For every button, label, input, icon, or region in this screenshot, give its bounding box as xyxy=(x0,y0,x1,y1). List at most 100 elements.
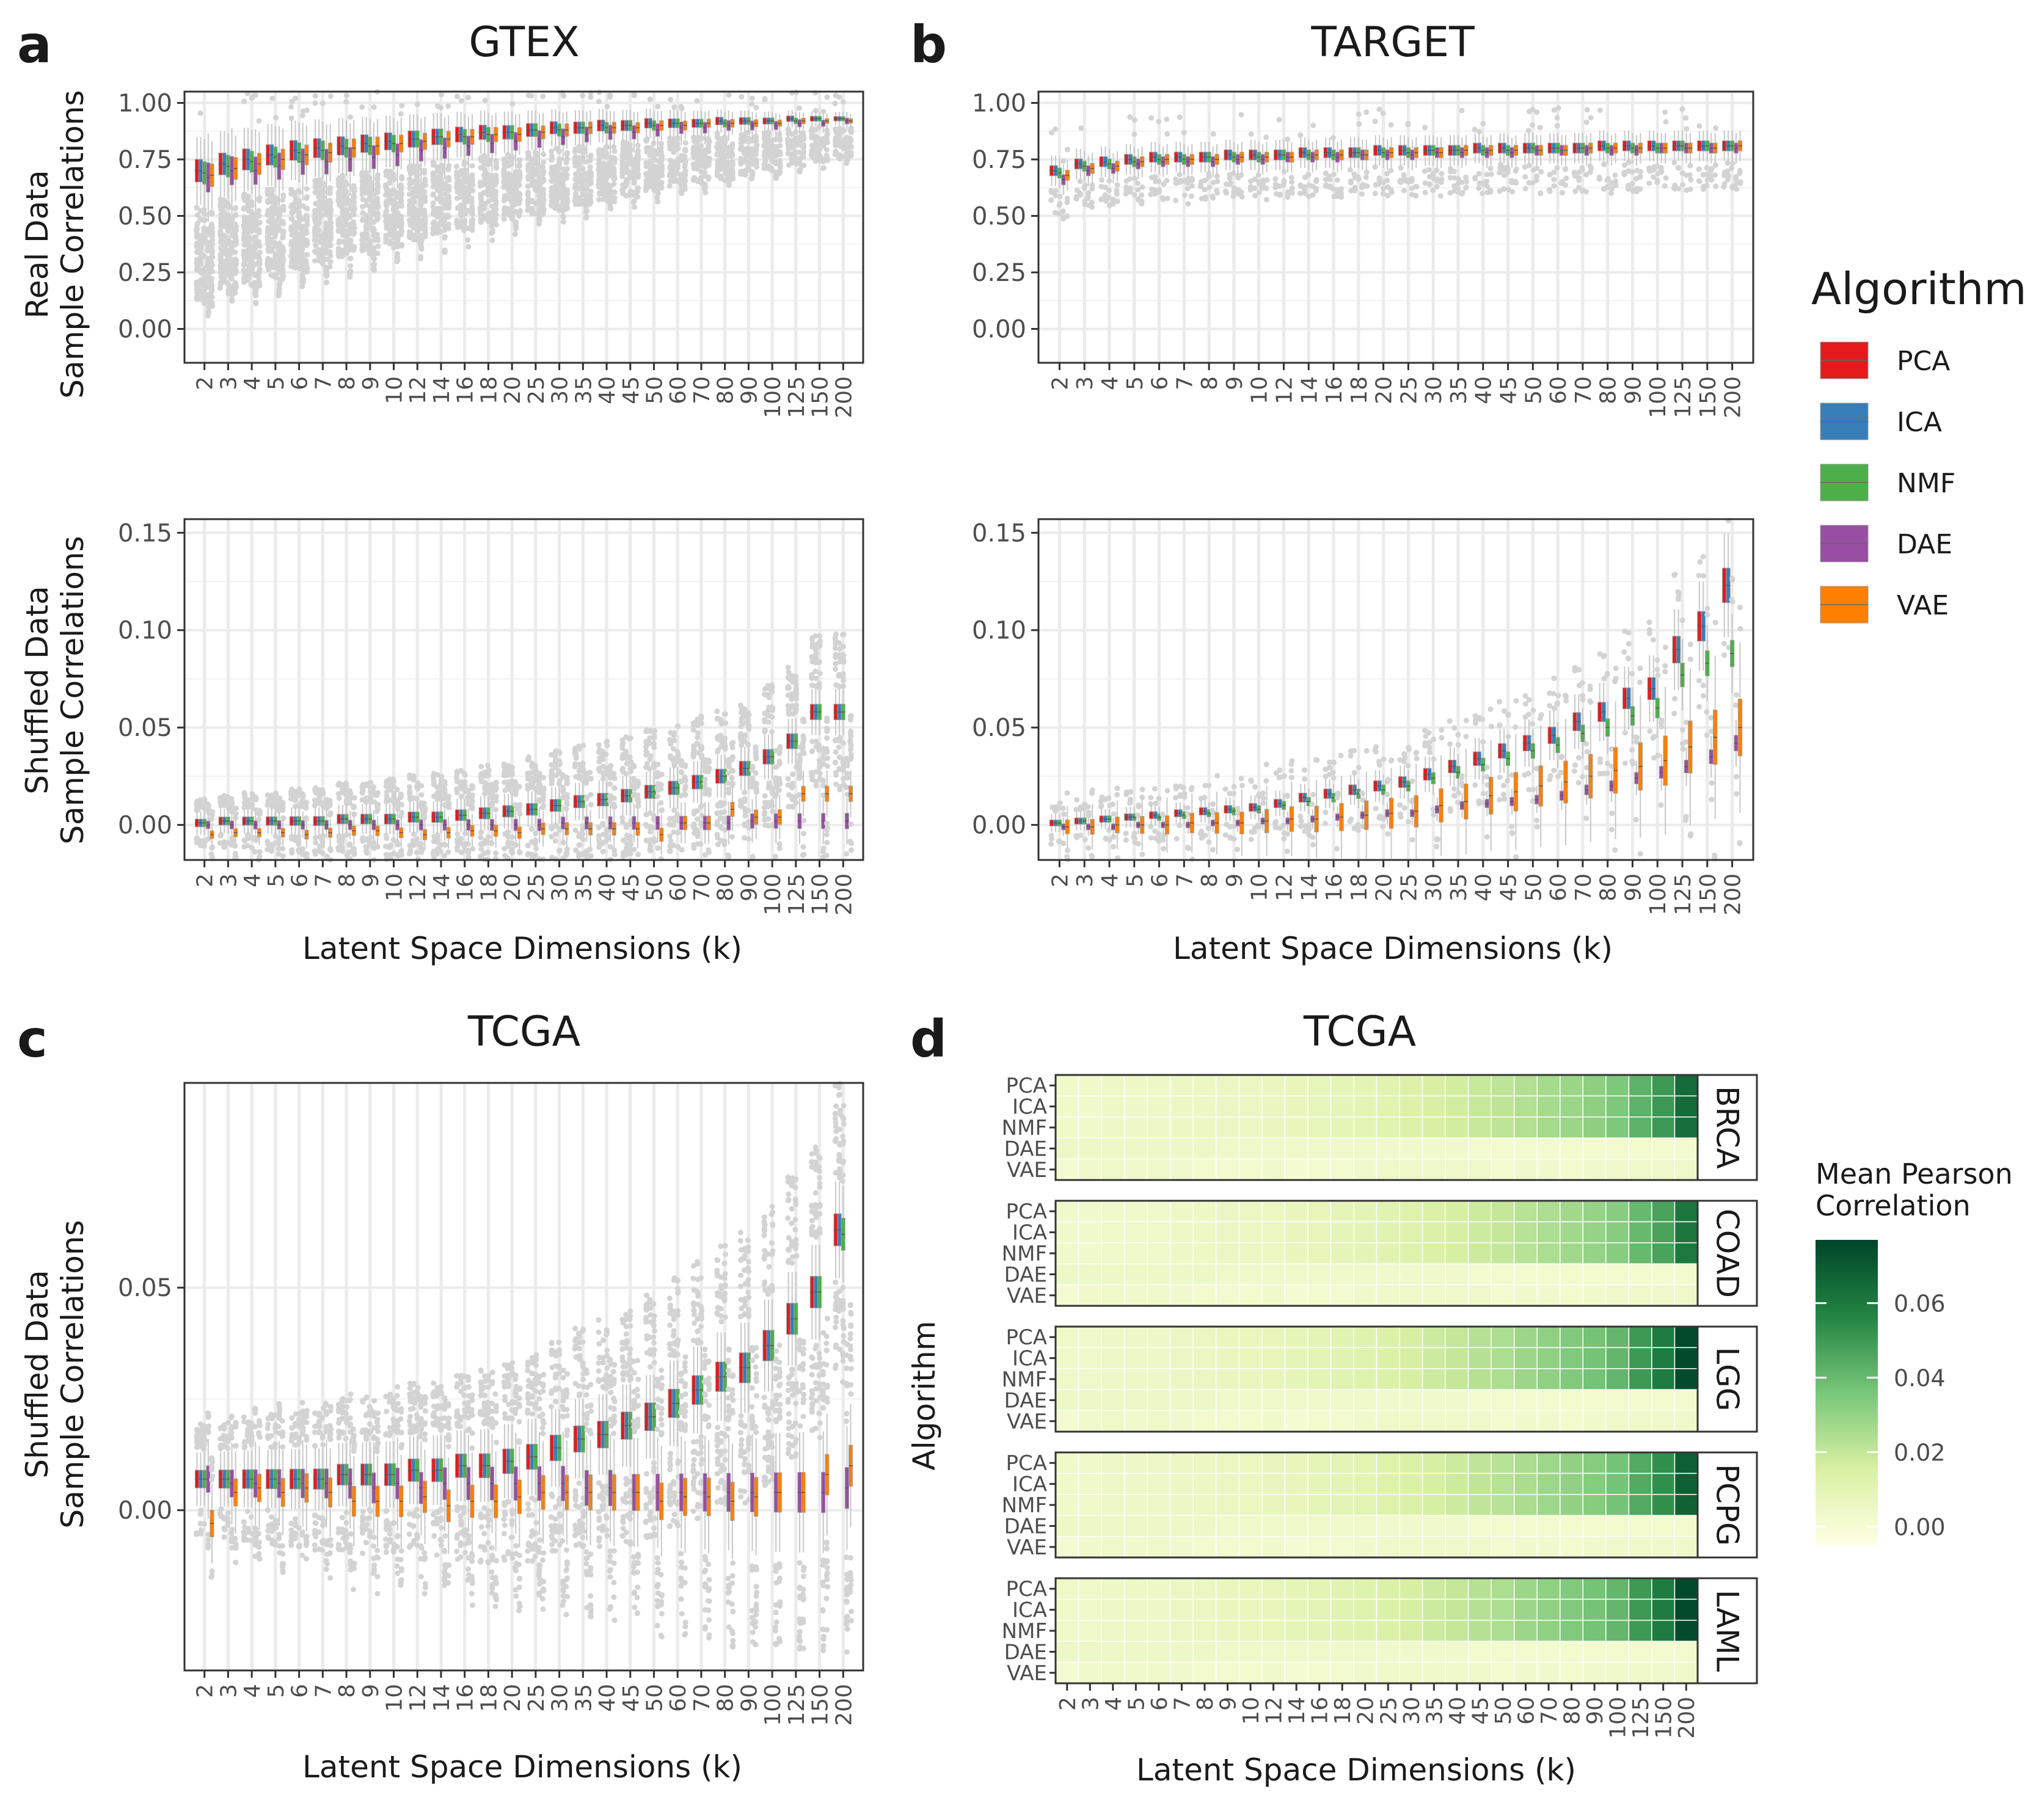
outlier-point xyxy=(564,166,570,172)
outlier-point xyxy=(398,183,404,189)
outlier-point xyxy=(304,230,310,236)
outlier-point xyxy=(446,177,452,183)
outlier-point xyxy=(1289,190,1295,196)
outlier-point xyxy=(1210,195,1216,201)
outlier-point xyxy=(442,234,448,240)
outlier-point xyxy=(583,214,589,220)
outlier-point xyxy=(241,206,247,212)
outlier-point xyxy=(1106,188,1112,194)
outlier-point xyxy=(753,134,759,140)
outlier-point xyxy=(414,173,420,180)
outlier-point xyxy=(1583,189,1590,195)
outlier-point xyxy=(233,224,239,230)
outlier-point xyxy=(1612,172,1618,178)
outlier-point xyxy=(1522,186,1528,192)
ylabel-line1: Real Data xyxy=(20,170,55,318)
outlier-point xyxy=(279,252,285,258)
x-tick-label: 150 xyxy=(808,376,833,418)
outlier-point xyxy=(351,183,357,189)
outlier-point xyxy=(1487,189,1494,195)
outlier-point xyxy=(1487,166,1494,172)
outlier-point xyxy=(1338,191,1344,197)
outlier-point xyxy=(299,272,305,278)
outlier-point xyxy=(1551,177,1557,183)
outlier-point xyxy=(1451,169,1457,175)
outlier-point xyxy=(351,222,357,228)
outlier-point xyxy=(1148,115,1155,121)
outlier-point xyxy=(1313,178,1319,184)
outlier-point xyxy=(588,174,594,180)
outlier-point xyxy=(840,126,846,133)
outlier-point xyxy=(1459,107,1465,114)
outlier-point xyxy=(659,172,665,178)
x-tick-label: 100 xyxy=(761,376,786,418)
outlier-point xyxy=(556,162,562,169)
outlier-point xyxy=(513,224,519,230)
outlier-point xyxy=(800,151,806,157)
outlier-point xyxy=(1530,122,1536,128)
outlier-point xyxy=(208,275,214,282)
outlier-point xyxy=(229,227,235,233)
outlier-point xyxy=(1048,188,1054,194)
outlier-point xyxy=(678,104,684,110)
outlier-point xyxy=(367,175,373,181)
outlier-point xyxy=(296,188,302,194)
outlier-point xyxy=(232,258,238,264)
outlier-point xyxy=(351,231,357,237)
panel-b-title: TARGET xyxy=(1310,18,1475,67)
panel-d-xlabel: Latent Space Dimensions (k) xyxy=(1136,1752,1576,1788)
outlier-point xyxy=(202,211,208,217)
outlier-point xyxy=(351,195,357,202)
panel-b-real-plot: 0.000.250.500.751.002 3 4 5 6 7 8 9 10 12 14 16 18 20… xyxy=(972,90,1754,418)
outlier-point xyxy=(493,216,499,222)
outlier-point xyxy=(726,92,732,98)
outlier-point xyxy=(422,177,428,183)
outlier-point xyxy=(1206,173,1212,180)
x-tick-label: 80 xyxy=(714,376,739,404)
outlier-point xyxy=(324,279,330,285)
outlier-point xyxy=(209,287,215,293)
outlier-point xyxy=(801,142,807,148)
outlier-point xyxy=(659,162,665,169)
outlier-point xyxy=(1472,176,1478,182)
outlier-point xyxy=(437,172,443,178)
panel-a-xlabel: Latent Space Dimensions (k) xyxy=(302,931,742,966)
outlier-point xyxy=(442,249,448,255)
outlier-point xyxy=(1372,191,1378,197)
outlier-point xyxy=(1364,183,1370,189)
outlier-point xyxy=(1078,125,1084,131)
outlier-point xyxy=(1355,174,1361,180)
outlier-point xyxy=(210,254,216,260)
outlier-point xyxy=(198,249,204,255)
outlier-point xyxy=(430,191,436,197)
outlier-point xyxy=(417,256,423,262)
outlier-point xyxy=(541,151,547,158)
outlier-point xyxy=(1214,188,1220,194)
outlier-point xyxy=(225,212,232,218)
outlier-point xyxy=(1388,122,1394,128)
ylabel-line2: Sample Correlations xyxy=(55,1220,90,1528)
outlier-point xyxy=(541,178,547,184)
ylabel-line1: Shuffled Data xyxy=(20,586,55,794)
outlier-point xyxy=(1156,178,1162,184)
outlier-point xyxy=(563,175,569,181)
outlier-point xyxy=(1363,109,1370,115)
outlier-point xyxy=(348,255,354,261)
outlier-point xyxy=(1048,197,1054,203)
outlier-point xyxy=(1429,188,1436,194)
outlier-point xyxy=(722,139,728,145)
outlier-point xyxy=(729,175,735,181)
outlier-point xyxy=(202,217,208,224)
outlier-point xyxy=(753,104,759,111)
outlier-point xyxy=(194,222,200,228)
outlier-point xyxy=(245,194,251,200)
outlier-point xyxy=(634,153,640,159)
outlier-point xyxy=(706,176,712,182)
outlier-point xyxy=(776,136,783,142)
outlier-point xyxy=(517,157,523,163)
outlier-point xyxy=(1057,194,1063,200)
outlier-point xyxy=(1248,131,1254,137)
outlier-point xyxy=(1513,168,1519,174)
outlier-point xyxy=(635,174,641,180)
outlier-point xyxy=(1439,177,1445,183)
